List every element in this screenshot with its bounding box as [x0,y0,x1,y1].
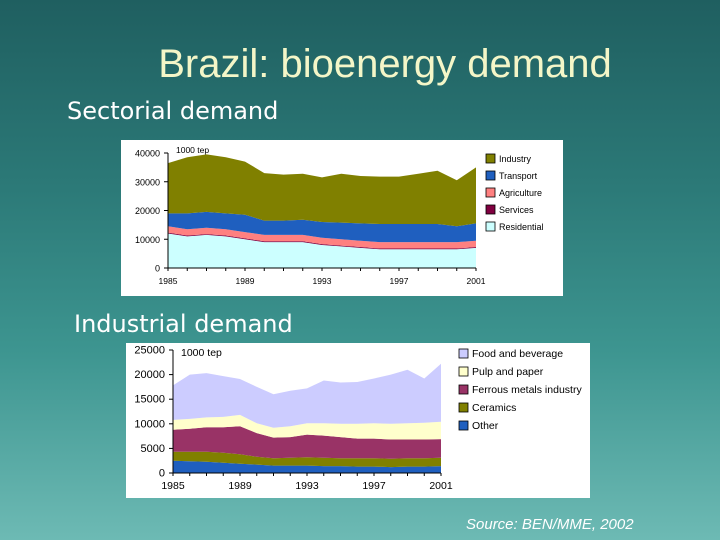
area-residential [168,233,476,268]
x-tick-label: 1997 [362,480,386,492]
legend-swatch-ceramics [458,402,469,413]
legend-swatch-transport [485,170,496,181]
area-other [173,460,441,473]
y-tick-label: 10000 [135,235,160,245]
industrial-chart: 0 5000 10000 15000 20000 25000 1985 1989 1993 199… [126,343,590,498]
x-tick-label: 1989 [228,480,252,492]
legend-swatch-agriculture [485,187,496,198]
y-tick-label: 0 [155,264,160,274]
y-tick-label: 20000 [134,369,165,381]
industrial-heading: Industrial demand [74,310,293,338]
area-ferrous-metals-industry [173,426,441,459]
x-tick-label: 1985 [161,480,185,492]
legend-label-ferrous-metals-industry: Ferrous metals industry [472,384,582,396]
legend-label-other: Other [472,420,499,432]
industrial-chart-svg: 0 5000 10000 15000 20000 25000 1985 1989 1993 199… [134,345,582,493]
legend-swatch-pulp-and-paper [458,366,469,377]
x-tick-label: 1989 [236,276,255,286]
area-agriculture [168,226,476,249]
x-tick-label: 1997 [390,276,409,286]
legend-swatch-food-and-beverage [458,348,469,359]
legend-label-transport: Transport [499,171,538,181]
unit-label: 1000 tep [176,145,209,155]
y-tick-label: 5000 [141,443,165,455]
y-tick-label: 40000 [135,149,160,159]
x-tick-label: 2001 [467,276,486,286]
legend-label-food-and-beverage: Food and beverage [472,348,563,360]
area-industry [168,154,476,227]
area-food-and-beverage [173,363,441,428]
legend-label-pulp-and-paper: Pulp and paper [472,366,544,378]
legend-label-agriculture: Agriculture [499,188,542,198]
legend-label-residential: Residential [499,222,544,232]
area-pulp-and-paper [173,414,441,440]
legend-swatch-ferrous-metals-industry [458,384,469,395]
legend-swatch-industry [485,153,496,164]
legend-label-services: Services [499,205,534,215]
x-tick-label: 2001 [429,480,453,492]
x-tick-label: 1985 [159,276,178,286]
y-tick-label: 10000 [134,418,165,430]
source-note: Source: BEN/MME, 2002 [466,516,634,533]
legend-label-industry: Industry [499,154,532,164]
y-tick-label: 25000 [134,345,165,357]
sectorial-chart: 0 10000 20000 30000 40000 1985 1989 1993 1997 200… [121,140,563,296]
y-tick-label: 15000 [134,394,165,406]
x-tick-label: 1993 [295,480,319,492]
y-tick-label: 0 [159,468,165,480]
slide-title: Brazil: bioenergy demand [158,42,612,86]
legend-swatch-other [458,420,469,431]
x-tick-label: 1993 [313,276,332,286]
legend-label-ceramics: Ceramics [472,402,516,414]
unit-label: 1000 tep [181,347,222,359]
sectorial-heading: Sectorial demand [67,97,279,125]
y-tick-label: 20000 [135,206,160,216]
legend-swatch-services [485,204,496,215]
sectorial-chart-svg: 0 10000 20000 30000 40000 1985 1989 1993 1997 200… [135,145,544,286]
legend-swatch-residential [485,221,496,232]
area-ceramics [173,451,441,468]
y-tick-label: 30000 [135,177,160,187]
area-transport [168,211,476,243]
